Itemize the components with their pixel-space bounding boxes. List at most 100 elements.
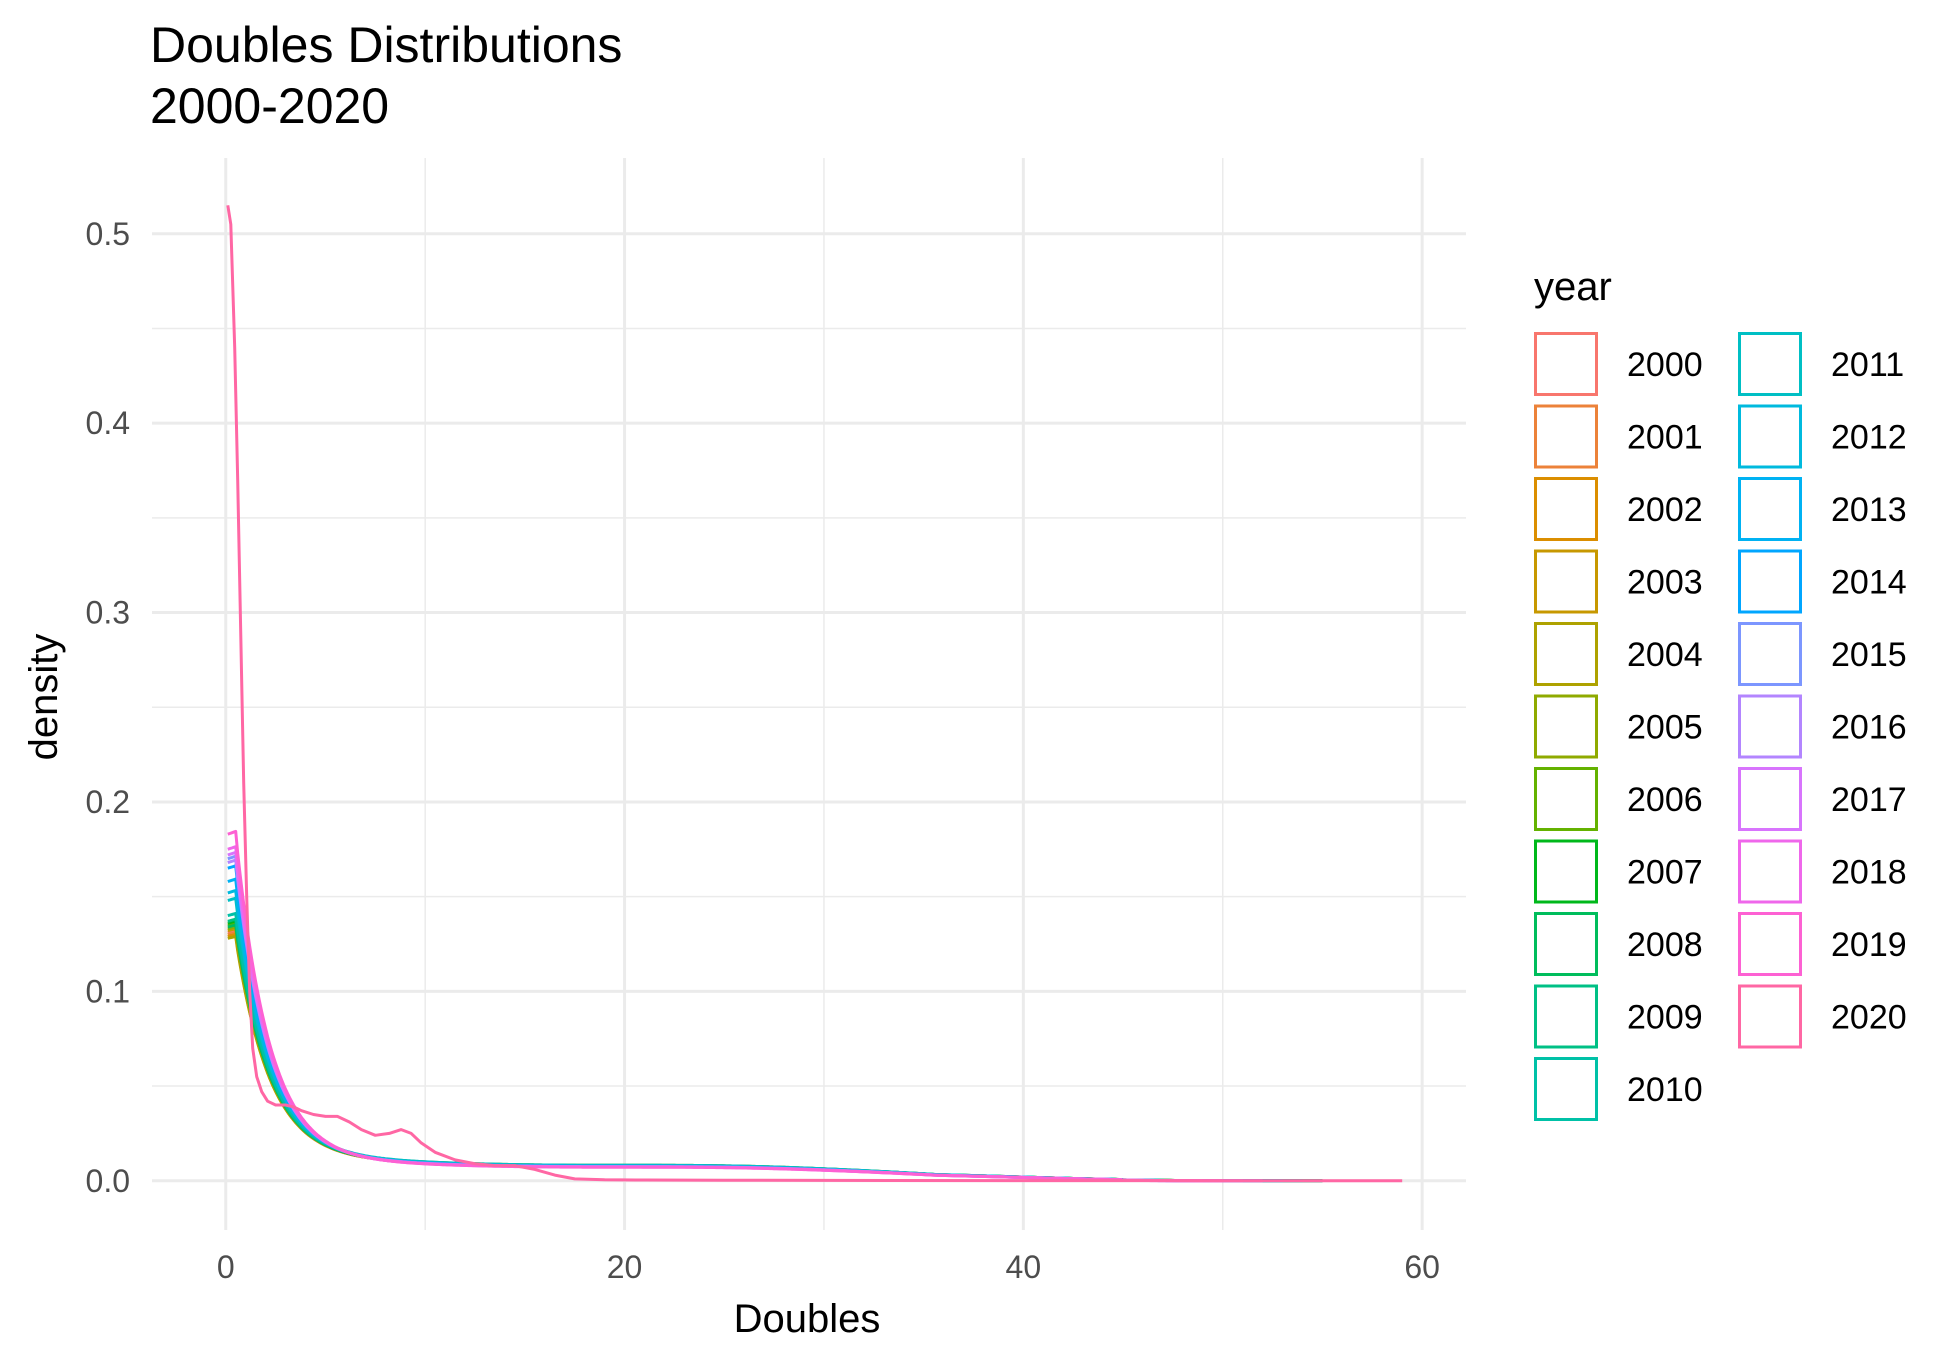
legend-item-2002: 2002 [1534, 477, 1703, 541]
legend-label: 2011 [1831, 346, 1904, 384]
series-line-2017 [227, 850, 1203, 1183]
legend-key [1534, 622, 1598, 686]
legend-key [1738, 912, 1802, 976]
legend-label: 2012 [1831, 419, 1907, 457]
legend-key [1534, 839, 1598, 904]
series-line-2003 [227, 927, 1303, 1183]
legend-label: 2015 [1831, 636, 1907, 674]
series-line-2010 [227, 912, 1303, 1183]
x-tick-label: 20 [607, 1249, 643, 1285]
legend-label: 2020 [1831, 999, 1907, 1037]
legend-key [1738, 477, 1802, 541]
legend-label: 2003 [1627, 564, 1703, 602]
legend-label: 2008 [1627, 926, 1703, 964]
x-axis-title: Doubles [734, 1297, 881, 1341]
legend-key [1738, 839, 1802, 904]
legend-item-2000: 2000 [1534, 332, 1703, 396]
legend-label: 2016 [1831, 709, 1907, 747]
legend-item-2010: 2010 [1534, 1057, 1703, 1121]
legend-item-2015: 2015 [1738, 622, 1907, 686]
series-line-2011 [227, 896, 1323, 1183]
legend-item-2008: 2008 [1534, 912, 1703, 976]
legend: year 20002001200220032004200520062007200… [1534, 265, 1907, 1121]
series-line-2015 [227, 854, 1223, 1183]
minor-gridlines [152, 158, 1466, 1230]
legend-item-2017: 2017 [1738, 767, 1907, 831]
major-gridlines [152, 158, 1466, 1230]
chart-title: Doubles Distributions [150, 17, 622, 73]
legend-item-2009: 2009 [1534, 984, 1703, 1049]
legend-item-2006: 2006 [1534, 767, 1703, 831]
series-line-2005 [227, 925, 1263, 1183]
legend-key [1534, 549, 1598, 614]
legend-key [1534, 694, 1598, 759]
legend-label: 2014 [1831, 564, 1907, 602]
series-line-2002 [227, 933, 1323, 1183]
legend-item-2007: 2007 [1534, 839, 1703, 904]
series-line-2008 [227, 923, 1323, 1183]
x-axis-tick-labels: 0 20 40 60 [217, 1249, 1440, 1285]
legend-key [1534, 912, 1598, 976]
series-line-2000 [227, 929, 1323, 1183]
legend-label: 2019 [1831, 926, 1907, 964]
legend-key [1534, 332, 1598, 396]
series-line-2009 [227, 917, 1263, 1183]
legend-item-2004: 2004 [1534, 622, 1703, 686]
series-line-2004 [227, 934, 1323, 1183]
series-line-2016 [227, 858, 1243, 1183]
legend-item-2020: 2020 [1738, 984, 1907, 1049]
series-line-2001 [227, 931, 1303, 1183]
x-tick-label: 60 [1404, 1249, 1440, 1285]
legend-key [1738, 694, 1802, 759]
legend-label: 2007 [1627, 854, 1703, 892]
series-line-2007 [227, 919, 1283, 1183]
y-tick-label: 0.0 [86, 1163, 130, 1199]
legend-label: 2006 [1627, 781, 1703, 819]
legend-item-2013: 2013 [1738, 477, 1907, 541]
legend-key [1534, 404, 1598, 469]
legend-label: 2002 [1627, 491, 1703, 529]
legend-items: 2000 2001 2002 2003 2004 2005 2006 2007 2008 2009… [1534, 332, 1907, 1121]
y-tick-label: 0.2 [86, 784, 130, 820]
legend-key [1738, 984, 1802, 1049]
y-tick-label: 0.5 [86, 216, 130, 252]
y-axis-title: density [22, 634, 66, 761]
legend-label: 2004 [1627, 636, 1703, 674]
series-line-2006 [227, 921, 1303, 1183]
legend-key [1738, 332, 1802, 396]
legend-label: 2005 [1627, 709, 1703, 747]
legend-label: 2018 [1831, 854, 1907, 892]
legend-item-2011: 2011 [1738, 332, 1904, 396]
legend-key [1534, 1057, 1598, 1121]
legend-label: 2009 [1627, 999, 1703, 1037]
legend-label: 2010 [1627, 1071, 1703, 1109]
series-lines [226, 205, 1403, 1183]
legend-item-2018: 2018 [1738, 839, 1907, 904]
series-line-2019 [227, 829, 1263, 1183]
legend-label: 2017 [1831, 781, 1907, 819]
legend-item-2003: 2003 [1534, 549, 1703, 614]
y-axis-tick-labels: 0.0 0.1 0.2 0.3 0.4 0.5 [86, 216, 130, 1199]
legend-key [1738, 549, 1802, 614]
legend-item-2016: 2016 [1738, 694, 1907, 759]
x-tick-label: 0 [217, 1249, 235, 1285]
legend-item-2005: 2005 [1534, 694, 1703, 759]
legend-key [1738, 767, 1802, 831]
chart-subtitle: 2000-2020 [150, 78, 389, 134]
y-tick-label: 0.3 [86, 595, 130, 631]
y-tick-label: 0.4 [86, 405, 130, 441]
legend-key [1738, 404, 1802, 469]
legend-title: year [1534, 265, 1612, 309]
legend-item-2019: 2019 [1738, 912, 1907, 976]
legend-key [1738, 622, 1802, 686]
legend-key [1534, 984, 1598, 1049]
y-tick-label: 0.1 [86, 973, 130, 1009]
legend-item-2014: 2014 [1738, 549, 1907, 614]
legend-label: 2001 [1627, 419, 1703, 457]
legend-item-2001: 2001 [1534, 404, 1703, 469]
legend-key [1534, 767, 1598, 831]
legend-key [1534, 477, 1598, 541]
series-line-2012 [227, 889, 1283, 1183]
legend-label: 2013 [1831, 491, 1907, 529]
